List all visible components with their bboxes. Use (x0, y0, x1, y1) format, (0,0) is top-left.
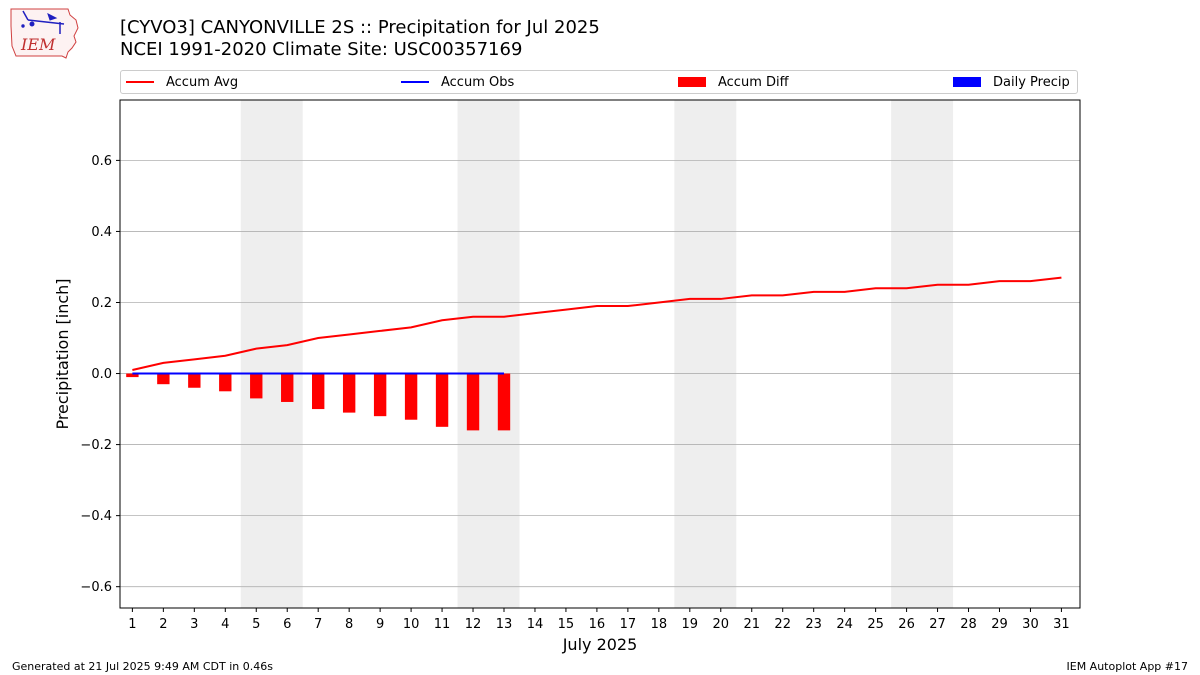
bar-accum-diff (281, 373, 294, 402)
x-tick-label: 9 (376, 617, 384, 632)
legend-swatch (678, 77, 706, 87)
x-tick-label: 20 (713, 617, 730, 632)
x-tick-label: 25 (867, 617, 884, 632)
bar-accum-diff (188, 373, 201, 388)
x-tick-label: 1 (128, 617, 136, 632)
x-tick-label: 29 (991, 617, 1008, 632)
legend-item-accum-obs: Accum Obs (401, 71, 514, 93)
y-tick-label: 0.2 (91, 296, 112, 311)
x-tick-label: 5 (252, 617, 260, 632)
plot-frame (119, 99, 1081, 609)
bar-accum-diff (342, 373, 356, 413)
x-tick-label: 8 (345, 617, 353, 632)
bar-accum-diff (404, 373, 418, 420)
legend-item-daily-precip: Daily Precip (953, 71, 1070, 93)
legend-label: Daily Precip (993, 74, 1070, 90)
x-tick-label: 13 (496, 617, 513, 632)
weekend-shade (240, 100, 303, 608)
x-tick-label: 22 (774, 617, 791, 632)
chart-title: [CYVO3] CANYONVILLE 2S :: Precipitation … (120, 17, 600, 38)
y-tick-label: −0.6 (80, 580, 112, 595)
legend-item-accum-diff: Accum Diff (678, 71, 789, 93)
chart-subtitle: NCEI 1991-2020 Climate Site: USC00357169 (120, 39, 523, 60)
x-tick-label: 17 (620, 617, 637, 632)
x-axis-label: July 2025 (562, 635, 638, 654)
bar-accum-diff (466, 373, 480, 431)
weather-station-icon (21, 10, 65, 34)
bar-accum-diff (373, 373, 387, 417)
x-tick-label: 14 (527, 617, 544, 632)
x-tick-label: 10 (403, 617, 420, 632)
legend-swatch (401, 81, 429, 83)
legend-label: Accum Obs (441, 74, 515, 90)
y-tick-label: 0.6 (91, 154, 112, 169)
x-tick-label: 11 (434, 617, 451, 632)
bar-accum-diff (219, 373, 232, 392)
app-credit: IEM Autoplot App #17 (1066, 660, 1189, 673)
bar-accum-diff (435, 373, 449, 427)
x-tick-label: 3 (190, 617, 198, 632)
x-tick-label: 6 (283, 617, 291, 632)
weekend-shade (674, 100, 737, 608)
logo-text: IEM (20, 35, 56, 54)
bar-accum-diff (312, 373, 325, 410)
line-accum-avg (132, 276, 1062, 371)
x-tick-label: 18 (651, 617, 668, 632)
x-tick-label: 19 (682, 617, 699, 632)
x-tick-label: 27 (929, 617, 946, 632)
x-tick-label: 28 (960, 617, 977, 632)
weekend-shade (891, 100, 954, 608)
x-tick-label: 16 (589, 617, 606, 632)
y-axis-label: Precipitation [inch] (53, 278, 72, 429)
x-tick-label: 4 (221, 617, 229, 632)
y-tick-label: 0.0 (91, 367, 112, 382)
legend-label: Accum Diff (718, 74, 789, 90)
legend-swatch (953, 77, 981, 87)
y-tick-label: −0.4 (80, 509, 112, 524)
x-tick-label: 26 (898, 617, 915, 632)
x-tick-label: 21 (743, 617, 760, 632)
bar-accum-diff (157, 373, 170, 385)
x-tick-label: 24 (836, 617, 853, 632)
x-tick-label: 15 (558, 617, 575, 632)
legend-swatch (126, 81, 154, 83)
y-tick-label: 0.4 (91, 225, 112, 240)
x-tick-label: 30 (1022, 617, 1039, 632)
chart-legend: Accum Avg Accum Obs Accum Diff Daily Pre… (120, 70, 1078, 94)
weekend-shade (457, 100, 520, 608)
x-tick-label: 12 (465, 617, 482, 632)
x-tick-label: 2 (159, 617, 167, 632)
iem-logo: IEM (10, 8, 79, 59)
x-tick-label: 31 (1053, 617, 1070, 632)
bar-accum-diff (126, 373, 139, 378)
legend-item-accum-avg: Accum Avg (126, 71, 238, 93)
bar-accum-diff (250, 373, 263, 399)
bar-accum-diff (497, 373, 511, 431)
iowa-outline-icon (10, 8, 79, 59)
x-tick-label: 7 (314, 617, 322, 632)
y-tick-label: −0.2 (80, 438, 112, 453)
legend-label: Accum Avg (166, 74, 239, 90)
x-tick-label: 23 (805, 617, 822, 632)
generated-timestamp: Generated at 21 Jul 2025 9:49 AM CDT in … (12, 660, 273, 673)
